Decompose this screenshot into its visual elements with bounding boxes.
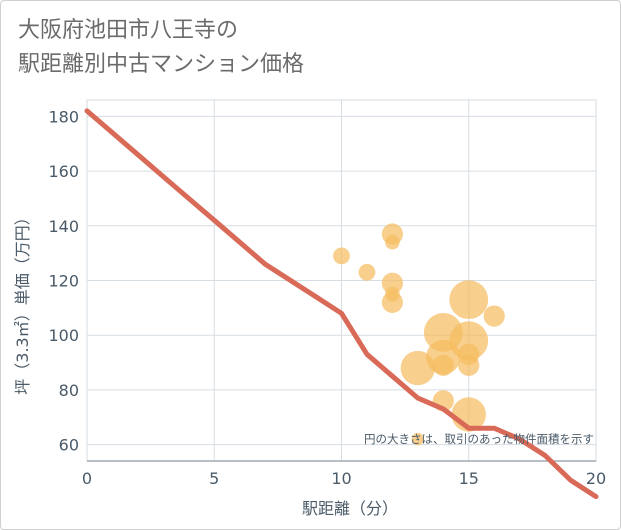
data-bubble xyxy=(381,272,403,294)
grid xyxy=(86,99,597,462)
x-tick-label: 15 xyxy=(459,469,479,488)
data-bubble xyxy=(483,305,505,327)
x-axis-label: 駅距離（分） xyxy=(302,499,398,518)
data-bubble xyxy=(385,234,400,250)
chart-title: 大阪府池田市八王寺の 駅距離別中古マンション価格 xyxy=(18,14,304,82)
y-tick-label: 180 xyxy=(48,107,79,126)
trend-line-series xyxy=(84,108,599,500)
y-axis-label: 坪（3.3㎡）単価（万円） xyxy=(13,209,32,394)
bubble-series xyxy=(333,223,505,446)
x-tick-label: 0 xyxy=(82,469,92,488)
tick-labels: 60 80 100 120 140 160 180 0 5 10 15 20 xyxy=(48,107,606,488)
data-bubble xyxy=(385,286,400,302)
y-tick-label: 140 xyxy=(48,217,79,236)
data-bubble xyxy=(458,354,480,376)
x-tick-label: 10 xyxy=(331,469,351,488)
data-bubble xyxy=(411,432,425,446)
chart-title-line2: 駅距離別中古マンション価格 xyxy=(18,52,305,77)
data-bubble xyxy=(358,263,376,281)
x-tick-label: 20 xyxy=(586,469,606,488)
y-tick-label: 80 xyxy=(59,381,79,400)
y-tick-label: 120 xyxy=(48,272,79,291)
data-bubble xyxy=(432,354,454,376)
y-tick-label: 100 xyxy=(48,326,79,345)
y-tick-label: 160 xyxy=(48,162,79,181)
bubble-size-note: 円の大きさは、取引のあった物件面積を示す xyxy=(364,432,594,446)
data-bubble xyxy=(449,280,489,320)
y-tick-label: 60 xyxy=(59,436,79,455)
chart-title-line1: 大阪府池田市八王寺の xyxy=(18,18,239,43)
trend-line xyxy=(84,108,599,500)
data-bubble xyxy=(333,247,350,265)
x-tick-label: 5 xyxy=(209,469,219,488)
